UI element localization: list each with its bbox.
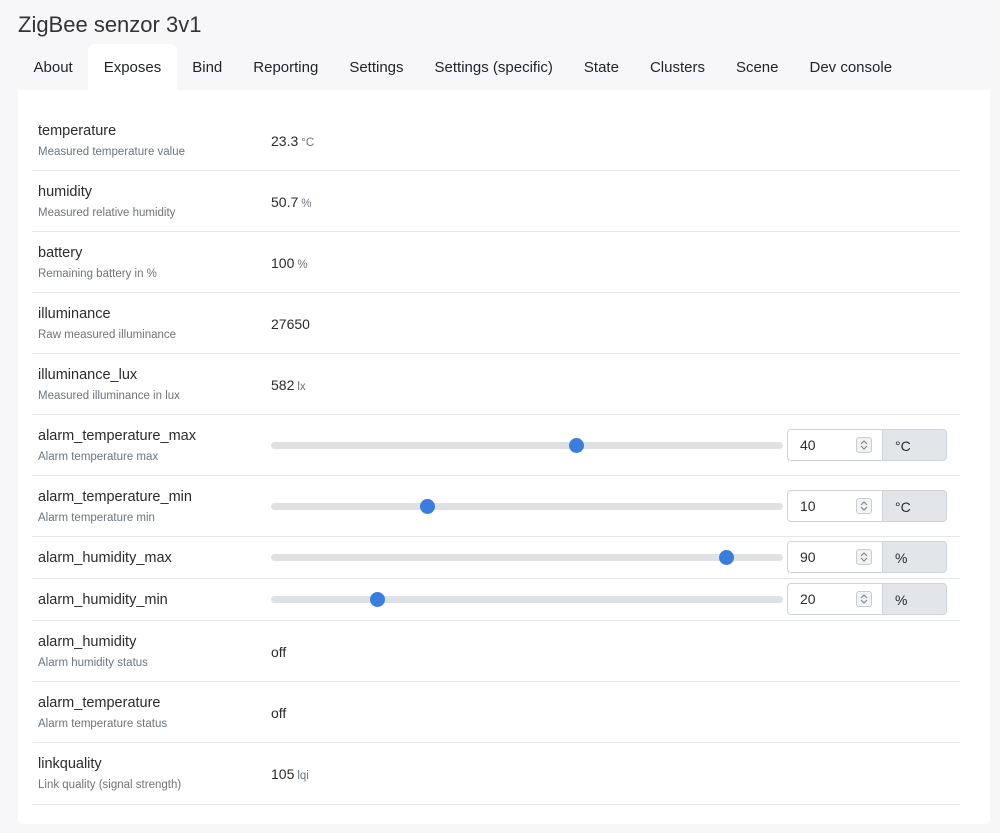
value-text: off [271,644,287,660]
number-input-value: 90 [800,549,816,565]
range-slider[interactable] [271,499,783,514]
expose-row-alarm-humidity-max: alarm_humidity_max 90 % [32,537,960,579]
tab-settings[interactable]: Settings [349,59,404,76]
expose-value: 100% [271,255,308,271]
expose-description: Remaining battery in % [38,268,157,280]
expose-value: 23.3 °C [271,133,314,149]
expose-name: linkquality [38,756,102,772]
expose-value: 27650 [271,316,310,332]
unit-label: °C [895,499,911,515]
expose-row-humidity: humidity Measured relative humidity 50.7… [32,171,960,232]
number-input-value: 10 [800,498,816,514]
page-title: ZigBee senzor 3v1 [18,12,202,37]
number-input-value: 40 [800,437,816,453]
expose-row-battery: battery Remaining battery in % 100% [32,232,960,293]
expose-name: alarm_humidity_max [38,550,172,566]
expose-description: Measured relative humidity [38,207,176,219]
range-slider[interactable] [271,550,783,565]
number-input[interactable]: 10 [787,490,883,522]
number-input[interactable]: 20 [787,583,883,615]
value-text: 27650 [271,316,310,332]
value-unit: °C [301,137,315,149]
value-text: 50.7 [271,194,299,210]
expose-row-alarm-temperature: alarm_temperature Alarm temperature stat… [32,682,960,743]
slider-thumb[interactable] [420,499,436,514]
tab-about[interactable]: About [33,59,73,76]
range-slider[interactable] [271,592,783,607]
expose-description: Alarm temperature max [38,451,159,463]
expose-row-linkquality: linkquality Link quality (signal strengt… [32,743,960,805]
range-slider[interactable] [271,438,783,453]
unit-addon: °C [883,429,947,461]
tab-clusters[interactable]: Clusters [649,59,705,76]
slider-thumb[interactable] [718,550,734,565]
value-unit: lx [297,381,306,393]
value-unit: lqi [297,770,309,782]
expose-name: alarm_humidity [38,634,137,650]
value-text: off [271,705,287,721]
expose-name: humidity [38,184,92,200]
stepper-icon[interactable] [856,437,872,453]
unit-label: % [895,592,908,608]
stepper-icon[interactable] [856,498,872,514]
expose-description: Measured illuminance in lux [38,390,180,402]
expose-row-alarm-temperature-min: alarm_temperature_min Alarm temperature … [32,476,960,537]
number-input[interactable]: 40 [787,429,883,461]
value-text: 582 [271,377,295,393]
exposes-panel: temperature Measured temperature value 2… [18,90,990,824]
expose-description: Measured temperature value [38,146,186,158]
expose-description: Raw measured illuminance [38,329,177,341]
expose-value: 582 lx [271,377,306,393]
number-input-value: 20 [800,591,816,607]
number-input[interactable]: 90 [787,541,883,573]
slider-thumb[interactable] [569,438,585,453]
unit-label: % [895,550,908,566]
expose-name: temperature [38,123,117,139]
tab-settings-specific[interactable]: Settings (specific) [434,59,553,76]
expose-value: off [271,705,286,721]
expose-description: Link quality (signal strength) [38,779,182,791]
expose-description: Alarm temperature min [38,512,155,524]
stepper-icon[interactable] [856,591,872,607]
expose-value: 50.7% [271,194,311,210]
expose-name: alarm_temperature_max [38,428,196,444]
unit-addon: °C [883,490,947,522]
expose-name: alarm_humidity_min [38,592,168,608]
value-text: 23.3 [271,133,299,149]
value-text: 100 [271,255,295,271]
tab-bind[interactable]: Bind [192,59,223,76]
slider-thumb[interactable] [369,592,385,607]
expose-name: battery [38,245,83,261]
expose-row-illuminance: illuminance Raw measured illuminance 276… [32,293,960,354]
expose-name: alarm_temperature_min [38,489,192,505]
stepper-icon[interactable] [856,549,872,565]
unit-addon: % [883,541,947,573]
expose-description: Alarm humidity status [38,657,148,669]
tab-reporting[interactable]: Reporting [253,59,319,76]
value-unit: % [297,259,308,271]
expose-value: 105 lqi [271,766,309,782]
unit-label: °C [895,438,911,454]
expose-description: Alarm temperature status [38,718,168,730]
tab-state[interactable]: State [583,59,619,76]
value-unit: % [301,198,312,210]
tab-bar: About Exposes Bind Reporting Settings Se… [18,44,908,90]
expose-row-alarm-humidity: alarm_humidity Alarm humidity status off [32,621,960,682]
expose-value: off [271,644,286,660]
expose-name: illuminance [38,306,111,322]
value-text: 105 [271,766,295,782]
unit-addon: % [883,583,947,615]
tab-scene[interactable]: Scene [735,59,779,76]
tab-exposes[interactable]: Exposes [88,44,177,90]
expose-name: alarm_temperature [38,695,161,711]
expose-row-alarm-humidity-min: alarm_humidity_min 20 % [32,579,960,621]
expose-row-illuminance-lux: illuminance_lux Measured illuminance in … [32,354,960,415]
tab-dev-console[interactable]: Dev console [809,59,893,76]
expose-row-temperature: temperature Measured temperature value 2… [32,110,960,171]
expose-name: illuminance_lux [38,367,138,383]
expose-row-alarm-temperature-max: alarm_temperature_max Alarm temperature … [32,415,960,476]
